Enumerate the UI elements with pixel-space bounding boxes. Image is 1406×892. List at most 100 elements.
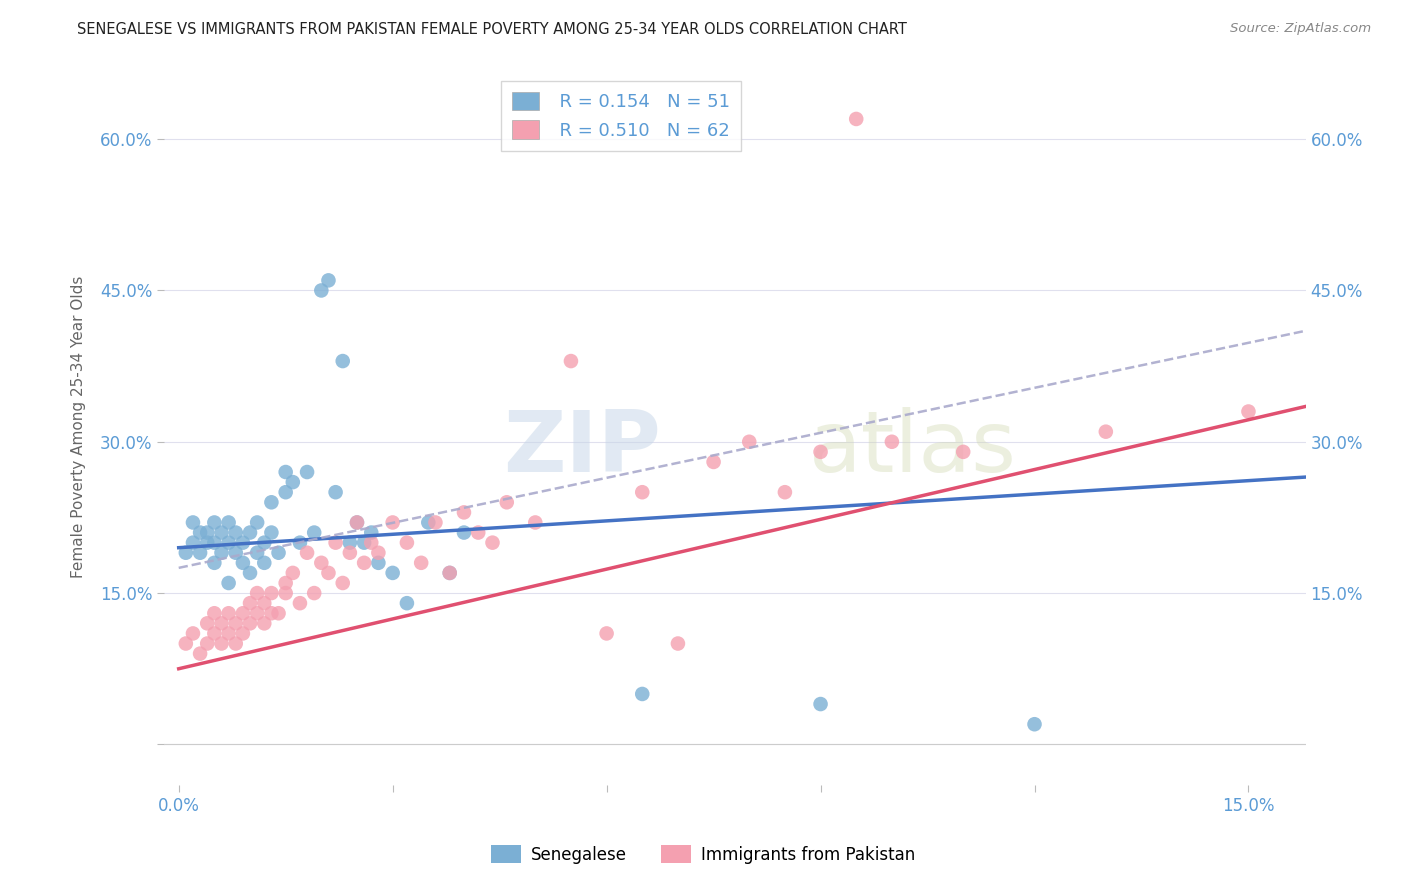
Point [239, 596, 262, 610]
Point [253, 535, 276, 549]
Point [360, 535, 382, 549]
Point [232, 556, 254, 570]
Point [311, 556, 333, 570]
Point [631, 687, 654, 701]
Point [418, 516, 440, 530]
Point [281, 566, 304, 580]
Point [202, 607, 225, 621]
Point [302, 586, 325, 600]
Point [232, 535, 254, 549]
Point [353, 535, 375, 549]
Point [288, 596, 311, 610]
Point [202, 535, 225, 549]
Legend:   R = 0.154   N = 51,   R = 0.510   N = 62: R = 0.154 N = 51, R = 0.510 N = 62 [501, 81, 741, 151]
Point [195, 636, 218, 650]
Point [595, 626, 617, 640]
Point [195, 525, 218, 540]
Point [218, 626, 240, 640]
Point [239, 616, 262, 631]
Point [845, 112, 868, 126]
Point [274, 485, 297, 500]
Point [211, 616, 233, 631]
Point [211, 636, 233, 650]
Point [453, 525, 475, 540]
Point [318, 273, 340, 287]
Point [188, 647, 211, 661]
Point [880, 434, 903, 449]
Point [239, 525, 262, 540]
Point [218, 535, 240, 549]
Point [524, 516, 547, 530]
Point [439, 566, 461, 580]
Point [395, 535, 418, 549]
Point [202, 516, 225, 530]
Point [560, 354, 582, 368]
Point [339, 535, 361, 549]
Point [439, 566, 461, 580]
Point [353, 556, 375, 570]
Point [195, 616, 218, 631]
Point [411, 556, 433, 570]
Point [332, 354, 354, 368]
Text: SENEGALESE VS IMMIGRANTS FROM PAKISTAN FEMALE POVERTY AMONG 25-34 YEAR OLDS CORR: SENEGALESE VS IMMIGRANTS FROM PAKISTAN F… [77, 22, 907, 37]
Point [181, 535, 204, 549]
Point [246, 516, 269, 530]
Point [666, 636, 689, 650]
Point [174, 636, 197, 650]
Point [218, 576, 240, 591]
Point [810, 697, 832, 711]
Point [195, 535, 218, 549]
Point [218, 516, 240, 530]
Point [232, 626, 254, 640]
Text: atlas: atlas [808, 407, 1017, 490]
Point [260, 495, 283, 509]
Point [311, 284, 333, 298]
Point [495, 495, 517, 509]
Point [467, 525, 489, 540]
Point [225, 636, 247, 650]
Point [381, 516, 404, 530]
Point [202, 556, 225, 570]
Point [481, 535, 503, 549]
Point [218, 607, 240, 621]
Point [1237, 404, 1260, 418]
Point [332, 576, 354, 591]
Point [253, 556, 276, 570]
Point [260, 525, 283, 540]
Point [225, 546, 247, 560]
Point [367, 546, 389, 560]
Point [325, 535, 347, 549]
Point [810, 445, 832, 459]
Point [339, 546, 361, 560]
Point [225, 525, 247, 540]
Point [260, 586, 283, 600]
Point [302, 525, 325, 540]
Point [295, 465, 318, 479]
Point [239, 566, 262, 580]
Point [225, 616, 247, 631]
Point [381, 566, 404, 580]
Point [346, 516, 368, 530]
Point [360, 525, 382, 540]
Point [395, 596, 418, 610]
Point [188, 546, 211, 560]
Point [232, 607, 254, 621]
Point [425, 516, 447, 530]
Text: Source: ZipAtlas.com: Source: ZipAtlas.com [1230, 22, 1371, 36]
Point [703, 455, 725, 469]
Point [181, 516, 204, 530]
Point [367, 556, 389, 570]
Point [1024, 717, 1046, 731]
Point [246, 607, 269, 621]
Point [246, 546, 269, 560]
Point [211, 525, 233, 540]
Point [738, 434, 761, 449]
Point [202, 626, 225, 640]
Point [211, 546, 233, 560]
Point [288, 535, 311, 549]
Text: ZIP: ZIP [503, 407, 661, 490]
Point [253, 596, 276, 610]
Point [295, 546, 318, 560]
Point [274, 465, 297, 479]
Point [325, 485, 347, 500]
